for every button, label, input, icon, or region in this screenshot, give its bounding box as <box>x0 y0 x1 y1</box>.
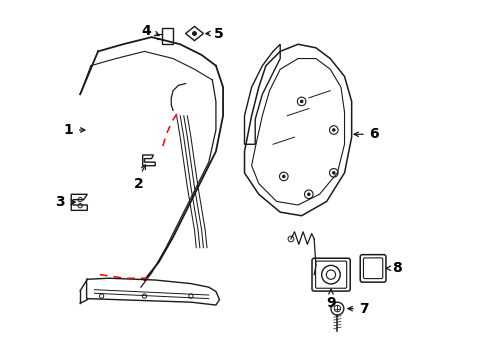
Text: 3: 3 <box>56 195 65 209</box>
Text: 2: 2 <box>134 177 143 191</box>
Circle shape <box>192 31 197 36</box>
Text: 6: 6 <box>368 127 378 141</box>
Circle shape <box>299 100 303 103</box>
Circle shape <box>331 128 335 132</box>
Circle shape <box>331 171 335 175</box>
Text: 7: 7 <box>358 302 367 316</box>
Circle shape <box>282 175 285 178</box>
Text: 9: 9 <box>325 296 335 310</box>
Circle shape <box>306 193 310 196</box>
Text: 5: 5 <box>214 27 224 41</box>
Text: 8: 8 <box>391 261 401 275</box>
Text: 1: 1 <box>63 123 73 137</box>
Text: 4: 4 <box>141 24 151 39</box>
